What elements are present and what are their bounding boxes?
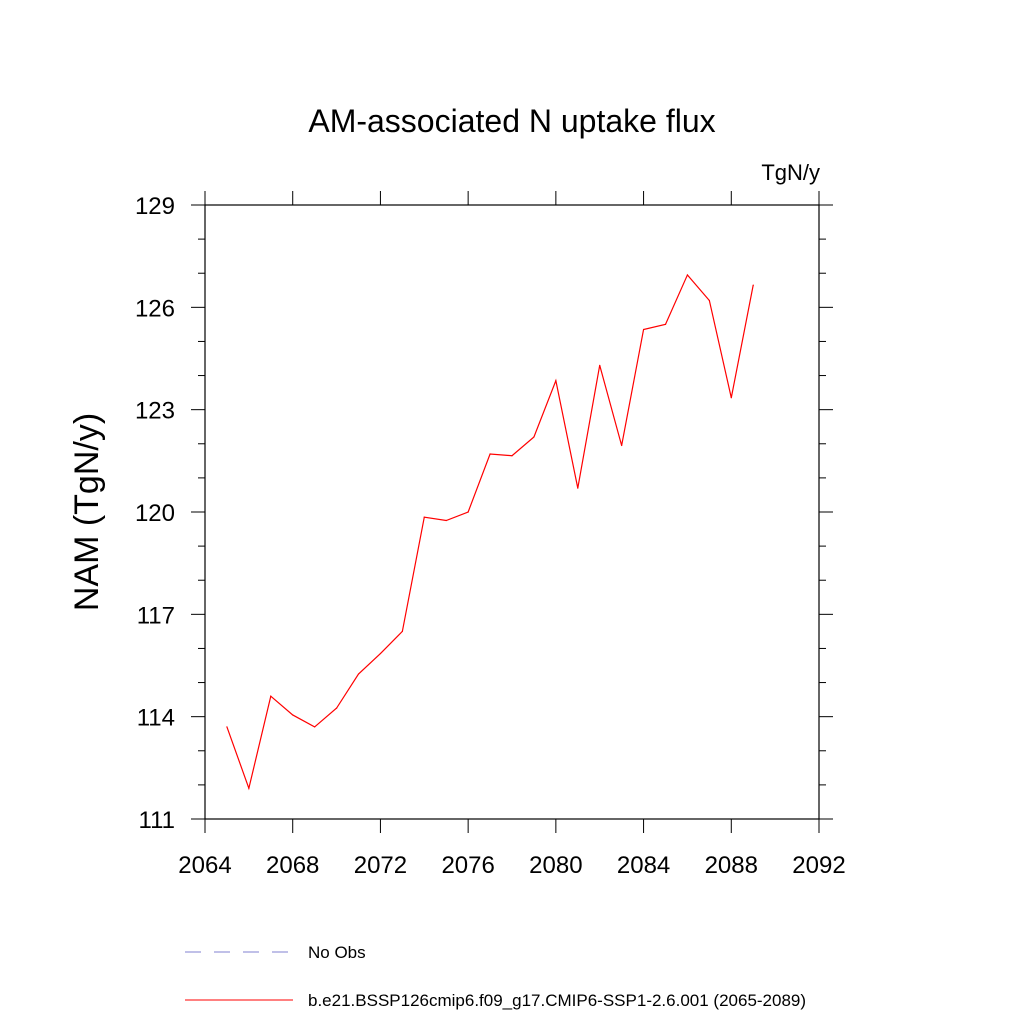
y-tick-label: 126 xyxy=(135,295,175,322)
units-label: TgN/y xyxy=(761,160,820,185)
legend-label-0: No Obs xyxy=(308,943,366,962)
data-point xyxy=(599,364,601,366)
y-axis-label: NAM (TgN/y) xyxy=(68,413,106,611)
data-point xyxy=(708,299,710,302)
data-point xyxy=(621,444,623,447)
y-tick-label: 117 xyxy=(137,602,175,629)
data-point xyxy=(533,436,535,438)
y-tick-label: 120 xyxy=(135,500,175,527)
x-tick-label: 2092 xyxy=(792,852,845,879)
legend: No Obs b.e21.BSSP126cmip6.f09_g17.CMIP6-S… xyxy=(185,943,806,1010)
data-point xyxy=(357,673,360,675)
x-tick-label: 2088 xyxy=(705,852,758,879)
data-point xyxy=(686,274,689,276)
series-line-0 xyxy=(226,273,754,791)
data-point xyxy=(752,284,754,286)
data-point xyxy=(226,726,228,728)
x-tick-label: 2076 xyxy=(441,852,494,879)
x-tick-label: 2080 xyxy=(529,852,582,879)
data-point xyxy=(664,323,667,325)
data-point xyxy=(445,519,447,522)
data-point xyxy=(423,516,425,518)
data-point xyxy=(489,453,491,455)
x-tick-label: 2064 xyxy=(178,852,231,879)
x-tick-label: 2084 xyxy=(617,852,670,879)
data-point xyxy=(511,455,513,457)
y-tick-label: 123 xyxy=(135,398,175,425)
data-point xyxy=(467,511,469,513)
data-point xyxy=(730,397,732,399)
x-tick-label: 2072 xyxy=(354,852,407,879)
data-point xyxy=(401,630,403,632)
series-layer xyxy=(226,273,754,791)
data-point xyxy=(335,707,338,709)
y-tick-label: 114 xyxy=(137,705,175,732)
data-point xyxy=(292,714,294,716)
chart-title: AM-associated N uptake flux xyxy=(308,103,715,139)
data-point xyxy=(577,487,579,489)
data-point xyxy=(379,652,382,655)
data-point xyxy=(555,380,557,382)
axis-ticks: 111 114 117 120 123 126 129 2064 2068 2072 2076 208… xyxy=(135,191,846,879)
data-point xyxy=(314,726,316,728)
y-tick-label: 111 xyxy=(139,807,175,834)
plot-frame xyxy=(204,204,820,820)
legend-label-1: b.e21.BSSP126cmip6.f09_g17.CMIP6-SSP1-2.… xyxy=(308,991,806,1010)
y-tick-label: 129 xyxy=(135,193,175,220)
data-point xyxy=(248,787,250,789)
data-point xyxy=(270,695,272,697)
x-tick-label: 2068 xyxy=(266,852,319,879)
data-point xyxy=(642,328,645,331)
